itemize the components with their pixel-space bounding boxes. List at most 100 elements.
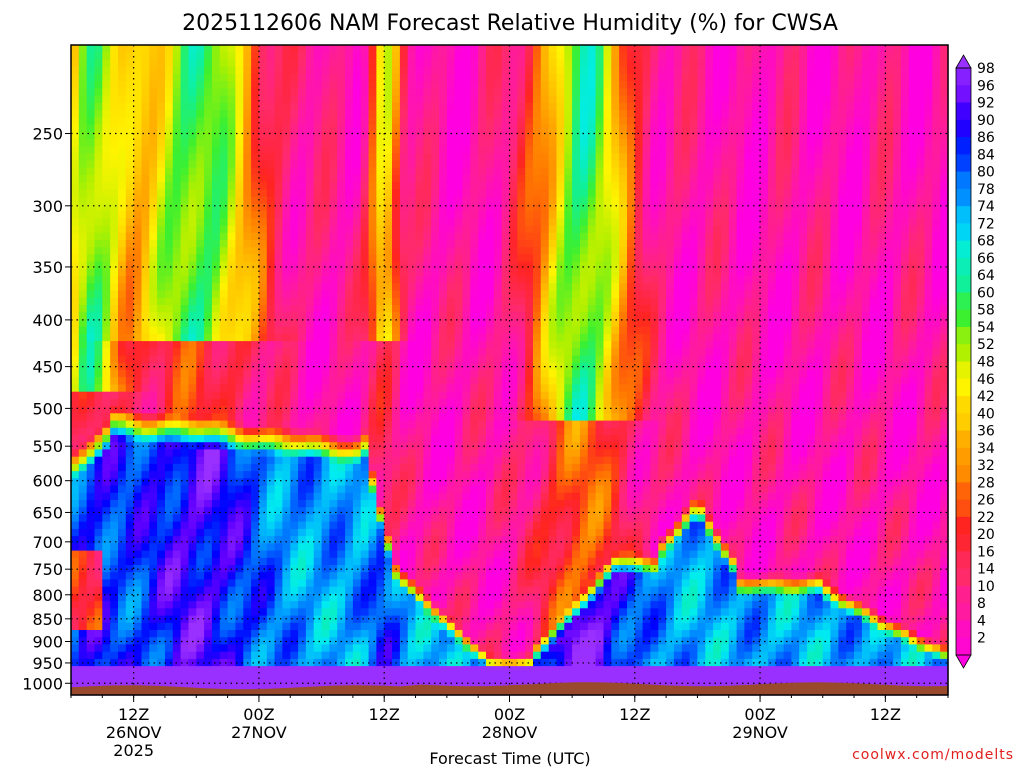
field-cell — [165, 442, 174, 450]
field-cell — [493, 370, 503, 378]
field-cell — [407, 203, 417, 212]
field-cell — [110, 146, 119, 154]
field-cell — [392, 276, 401, 284]
field-cell — [360, 500, 370, 508]
field-cell — [407, 59, 417, 68]
field-cell — [243, 160, 252, 169]
field-cell — [196, 608, 205, 617]
field-cell — [266, 102, 276, 111]
field-cell — [94, 557, 103, 566]
field-cell — [446, 66, 456, 75]
field-cell — [125, 579, 135, 588]
field-cell — [235, 341, 244, 349]
field-cell — [274, 485, 283, 494]
field-cell — [251, 521, 260, 530]
field-cell — [313, 232, 323, 241]
field-cell — [235, 95, 244, 104]
field-cell — [337, 254, 346, 263]
field-cell — [94, 680, 103, 689]
field-cell — [211, 406, 221, 414]
field-cell — [78, 543, 88, 552]
field-cell — [243, 305, 252, 313]
field-cell — [298, 297, 307, 306]
field-cell — [384, 276, 393, 284]
field-cell — [219, 413, 229, 422]
field-cell — [399, 175, 409, 183]
field-cell — [118, 153, 127, 162]
field-cell — [290, 644, 299, 653]
field-cell — [125, 528, 135, 537]
field-cell — [439, 449, 448, 458]
field-cell — [470, 312, 479, 320]
field-cell — [415, 131, 424, 140]
field-cell — [196, 247, 205, 255]
field-cell — [321, 485, 330, 494]
field-cell — [102, 196, 111, 205]
field-cell — [486, 391, 495, 400]
field-cell — [133, 471, 142, 479]
field-cell — [470, 160, 479, 169]
field-cell — [94, 507, 103, 515]
field-cell — [157, 543, 166, 552]
field-cell — [274, 536, 283, 544]
field-cell — [165, 586, 174, 595]
field-cell — [298, 398, 307, 407]
field-cell — [454, 254, 464, 263]
field-cell — [125, 572, 135, 580]
field-cell — [118, 398, 127, 407]
field-cell — [446, 370, 456, 378]
field-cell — [478, 211, 487, 219]
field-cell — [180, 593, 189, 602]
field-cell — [149, 290, 158, 299]
field-cell — [305, 146, 315, 154]
field-cell — [337, 333, 346, 342]
field-cell — [133, 138, 142, 147]
field-cell — [376, 557, 385, 566]
field-cell — [110, 131, 119, 140]
field-cell — [219, 225, 229, 234]
field-cell — [227, 536, 236, 544]
field-cell — [251, 232, 260, 241]
field-cell — [493, 283, 503, 292]
field-cell — [392, 550, 401, 559]
field-cell — [86, 377, 96, 385]
field-cell — [78, 146, 88, 154]
field-cell — [86, 348, 96, 357]
field-cell — [392, 391, 401, 400]
field-cell — [94, 88, 103, 97]
field-cell — [470, 514, 479, 523]
field-cell — [360, 658, 370, 667]
field-cell — [133, 196, 142, 205]
field-cell — [227, 377, 236, 385]
field-cell — [493, 398, 503, 407]
field-cell — [352, 81, 362, 89]
field-cell — [470, 305, 479, 313]
field-cell — [376, 131, 385, 140]
field-cell — [165, 117, 174, 125]
field-cell — [415, 182, 424, 190]
field-cell — [493, 391, 503, 400]
field-cell — [462, 449, 471, 458]
field-cell — [407, 247, 417, 255]
field-cell — [486, 153, 495, 162]
field-cell — [188, 196, 197, 205]
field-cell — [86, 355, 96, 364]
field-cell — [407, 138, 417, 147]
field-cell — [165, 124, 174, 133]
field-cell — [125, 391, 135, 400]
field-cell — [431, 593, 440, 602]
field-cell — [376, 514, 385, 523]
field-cell — [133, 261, 142, 270]
field-cell — [423, 218, 432, 227]
field-cell — [298, 514, 307, 523]
field-cell — [204, 247, 213, 255]
field-cell — [313, 268, 323, 277]
field-cell — [478, 131, 487, 140]
field-cell — [157, 413, 166, 422]
field-cell — [392, 247, 401, 255]
field-cell — [392, 66, 401, 75]
field-cell — [204, 543, 213, 552]
field-cell — [439, 593, 448, 602]
field-cell — [235, 680, 244, 689]
field-cell — [454, 391, 464, 400]
